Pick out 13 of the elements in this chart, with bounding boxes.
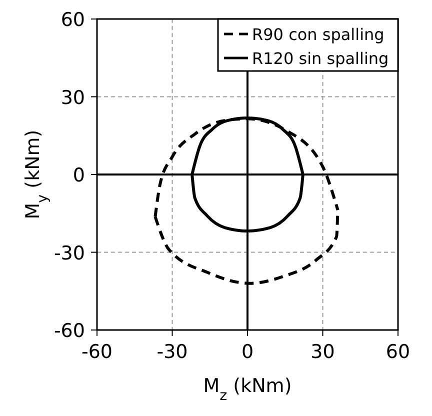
x-tick-label: -30	[156, 341, 188, 363]
y-tick-label: 30	[60, 86, 85, 109]
legend-label: R120 sin spalling	[252, 49, 389, 68]
x-tick-label: 30	[310, 341, 335, 363]
y-tick-label: -60	[54, 320, 85, 342]
legend-label: R90 con spalling	[252, 25, 384, 44]
x-tick-label: -60	[81, 341, 113, 363]
y-tick-label: 0	[72, 164, 85, 186]
x-axis-title: M$_{z}$ (kNm)	[203, 375, 292, 404]
y-tick-label: 60	[60, 9, 85, 31]
y-tick-label: -30	[54, 242, 85, 264]
x-tick-label: 0	[241, 341, 254, 363]
x-tick-label: 60	[386, 341, 410, 363]
